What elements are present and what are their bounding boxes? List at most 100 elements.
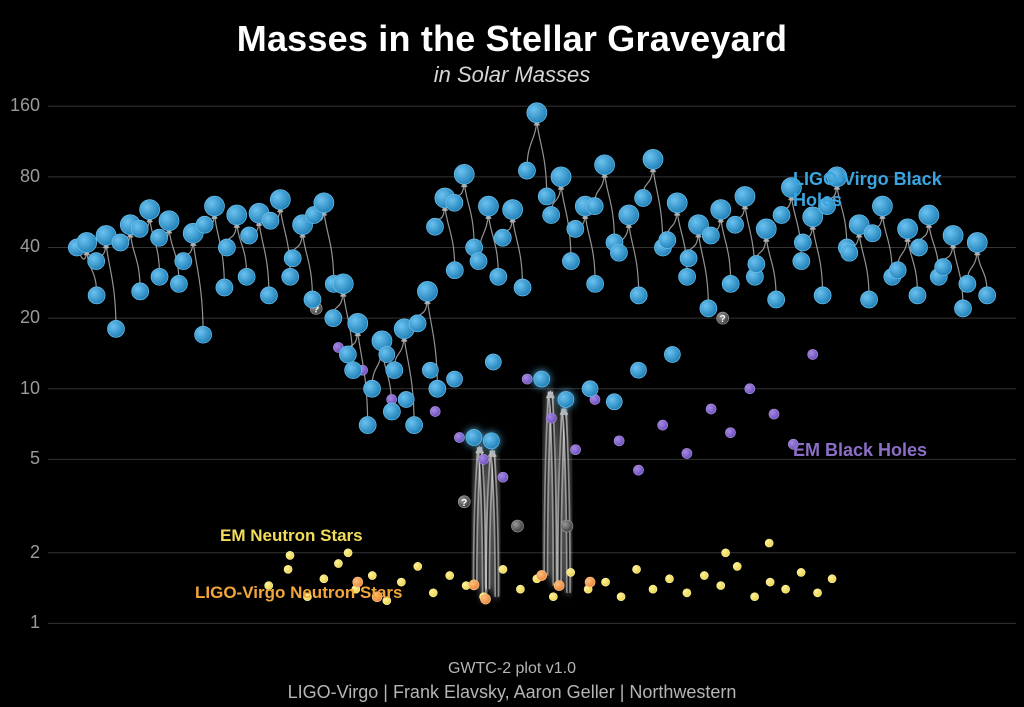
unknown-object-point bbox=[561, 520, 573, 532]
ligo-bh-final-point bbox=[527, 103, 547, 123]
ligo-bh-point bbox=[216, 279, 233, 296]
ligo-bh-final-point bbox=[478, 196, 498, 216]
ligo-ns-point bbox=[585, 577, 595, 587]
em-ns-point bbox=[733, 562, 741, 570]
page-title: Masses in the Stellar Graveyard bbox=[0, 18, 1024, 60]
ligo-bh-point bbox=[88, 287, 105, 304]
unknown-label: ? bbox=[461, 498, 467, 509]
ligo-bh-final-point bbox=[454, 164, 474, 184]
ligo-bh-point bbox=[562, 253, 579, 270]
ligo-bh-final-point bbox=[333, 274, 353, 294]
ligo-bh-point bbox=[345, 362, 362, 379]
ligo-bh-point bbox=[446, 262, 463, 279]
em-ns-point bbox=[649, 585, 657, 593]
ligo-bh-final-point bbox=[417, 281, 437, 301]
ligo-bh-point bbox=[630, 287, 647, 304]
em-ns-point bbox=[284, 565, 292, 573]
ligo-bh-point bbox=[422, 362, 438, 378]
ligo-bh-point bbox=[386, 362, 403, 379]
ligo-bh-point bbox=[325, 310, 342, 327]
ligo-bh-point bbox=[490, 268, 507, 285]
em-ns-point bbox=[549, 593, 557, 601]
ligo-bh-point bbox=[107, 320, 124, 337]
ligo-bh-point bbox=[466, 429, 482, 445]
em-ns-point bbox=[717, 582, 725, 590]
legend-em_bh: EM Black Holes bbox=[793, 440, 927, 461]
unknown-object-point bbox=[511, 520, 523, 532]
ligo-bh-point bbox=[514, 279, 531, 296]
ligo-bh-point bbox=[864, 225, 881, 242]
em-ns-point bbox=[665, 575, 673, 583]
em-bh-point bbox=[706, 404, 716, 414]
ligo-bh-point bbox=[793, 253, 810, 270]
y-tick-label: 10 bbox=[0, 378, 40, 399]
em-bh-point bbox=[454, 432, 464, 442]
em-bh-point bbox=[614, 436, 624, 446]
ligo-bh-point bbox=[196, 216, 213, 233]
em-bh-point bbox=[633, 465, 643, 475]
ligo-bh-point bbox=[567, 220, 584, 237]
em-bh-point bbox=[522, 374, 532, 384]
ligo-bh-point bbox=[88, 253, 105, 270]
ligo-bh-point bbox=[339, 346, 356, 363]
ligo-bh-point bbox=[979, 287, 996, 304]
em-ns-point bbox=[368, 572, 376, 580]
em-ns-point bbox=[633, 565, 641, 573]
ligo-bh-point bbox=[910, 239, 927, 256]
ligo-bh-point bbox=[664, 346, 680, 362]
ligo-bh-final-point bbox=[159, 211, 179, 231]
em-bh-point bbox=[658, 420, 668, 430]
em-bh-point bbox=[808, 349, 818, 359]
ligo-bh-final-point bbox=[595, 155, 615, 175]
ligo-bh-final-point bbox=[77, 232, 97, 252]
ligo-bh-point bbox=[131, 220, 148, 237]
ligo-bh-final-point bbox=[348, 313, 368, 333]
ligo-bh-point bbox=[238, 268, 255, 285]
ligo-bh-point bbox=[702, 227, 719, 244]
ligo-bh-point bbox=[727, 216, 744, 233]
em-ns-point bbox=[320, 575, 328, 583]
em-ns-point bbox=[286, 551, 294, 559]
ligo-bh-final-point bbox=[270, 190, 290, 210]
em-ns-point bbox=[602, 578, 610, 586]
ligo-ns-point bbox=[469, 580, 479, 590]
em-ns-point bbox=[334, 560, 342, 568]
legend-ligo_ns: LIGO-Virgo Neutron Stars bbox=[195, 583, 403, 603]
legend-ligo_bh: LIGO-Virgo Black Holes bbox=[793, 169, 947, 211]
ligo-bh-point bbox=[429, 380, 446, 397]
em-bh-point bbox=[769, 409, 779, 419]
em-ns-point bbox=[722, 549, 730, 557]
em-black-holes bbox=[333, 342, 817, 482]
ligo-bh-point bbox=[359, 417, 376, 434]
ligo-bh-point bbox=[534, 371, 550, 387]
em-ns-point bbox=[617, 593, 625, 601]
footer-line-1: GWTC-2 plot v1.0 bbox=[0, 660, 1024, 678]
legend-em_ns: EM Neutron Stars bbox=[220, 526, 363, 546]
y-tick-label: 80 bbox=[0, 166, 40, 187]
em-ns-point bbox=[429, 589, 437, 597]
ligo-bh-point bbox=[284, 250, 301, 267]
ligo-ns-point bbox=[537, 571, 547, 581]
ligo-bh-point bbox=[383, 403, 400, 420]
ligo-ns-point bbox=[554, 581, 564, 591]
ligo-bh-point bbox=[170, 275, 187, 292]
ligo-bh-point bbox=[722, 275, 739, 292]
ligo-bh-point bbox=[112, 234, 129, 251]
ligo-bh-point bbox=[364, 380, 381, 397]
ligo-bh-point bbox=[485, 354, 501, 370]
ligo-bh-point bbox=[406, 417, 423, 434]
ligo-bh-final-point bbox=[667, 193, 687, 213]
em-ns-point bbox=[814, 589, 822, 597]
ligo-bh-point bbox=[635, 189, 652, 206]
em-ns-point bbox=[751, 593, 759, 601]
ligo-bh-point bbox=[630, 362, 646, 378]
y-tick-label: 20 bbox=[0, 307, 40, 328]
ligo-bh-point bbox=[909, 287, 926, 304]
ligo-ns-point bbox=[481, 594, 491, 604]
y-tick-label: 1 bbox=[0, 612, 40, 633]
ligo-bh-point bbox=[954, 300, 971, 317]
ligo-bh-point bbox=[262, 212, 279, 229]
ligo-bh-final-point bbox=[227, 205, 247, 225]
ligo-bh-point bbox=[587, 275, 604, 292]
em-bh-point bbox=[430, 407, 440, 417]
